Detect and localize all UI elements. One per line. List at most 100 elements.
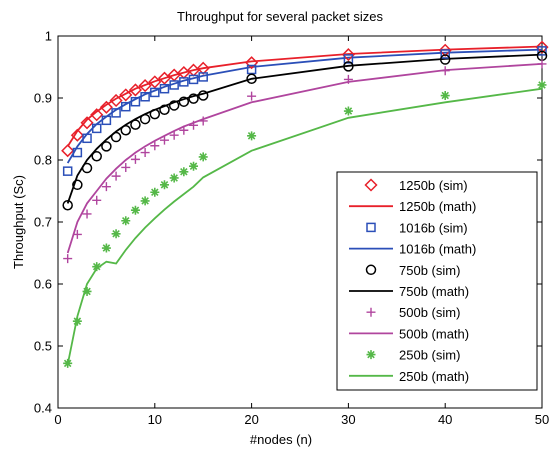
data-point: [63, 254, 73, 264]
data-point: [99, 100, 113, 114]
series-line: [66, 63, 543, 254]
legend-marker-swatch: [366, 307, 376, 317]
data-point: [169, 173, 179, 183]
data-point: [169, 80, 179, 90]
data-point: [150, 187, 160, 197]
data-point: [168, 100, 180, 111]
y-tick-label: 0.7: [34, 215, 52, 230]
data-point: [120, 124, 132, 136]
y-tick-label: 1: [45, 29, 52, 44]
x-tick-label: 10: [148, 412, 162, 427]
data-point: [179, 167, 189, 177]
data-point: [247, 131, 257, 141]
data-point: [188, 74, 199, 85]
legend-label: 500b (sim): [399, 305, 460, 320]
data-point: [343, 74, 353, 84]
data-point: [247, 91, 257, 101]
data-point: [157, 71, 172, 85]
data-point: [245, 56, 259, 70]
data-point: [121, 101, 131, 112]
legend-marker-swatch: [365, 264, 377, 276]
x-tick-label: 30: [341, 412, 355, 427]
data-point: [82, 133, 92, 144]
data-point: [90, 108, 104, 122]
data-point: [92, 262, 102, 272]
y-tick-label: 0.6: [34, 277, 52, 292]
data-point: [101, 141, 112, 152]
data-point: [61, 144, 75, 158]
data-point: [149, 108, 161, 120]
data-point: [139, 113, 151, 125]
data-point: [72, 179, 83, 191]
data-point: [537, 80, 547, 90]
data-point: [169, 130, 179, 140]
data-point: [343, 61, 354, 72]
data-point: [189, 120, 199, 130]
legend-label: 750b (sim): [399, 263, 460, 278]
data-point: [537, 59, 547, 69]
y-axis-label: Throughput (Sc): [11, 175, 26, 269]
legend-label: 1250b (sim): [399, 178, 468, 193]
data-point: [140, 148, 150, 158]
legend-marker-swatch: [364, 178, 378, 192]
data-point: [198, 72, 208, 82]
data-point: [537, 46, 547, 56]
data-point: [63, 358, 73, 368]
data-point: [179, 77, 189, 87]
data-point: [110, 131, 122, 143]
data-point: [72, 147, 83, 158]
data-point: [188, 93, 199, 104]
data-point: [92, 195, 102, 205]
data-point: [159, 83, 170, 94]
data-point: [198, 116, 208, 126]
legend-label: 500b (math): [399, 326, 469, 341]
data-point: [91, 123, 102, 134]
plot-area: 0 10 20 30 40 50 0.4 0.5 0.6 0.7 0.8 0.9 1: [34, 29, 549, 428]
data-point: [138, 79, 152, 93]
data-point: [150, 87, 160, 98]
data-point: [140, 92, 150, 102]
y-tick-label: 0.8: [34, 153, 52, 168]
data-point: [150, 141, 160, 151]
data-point: [440, 66, 450, 76]
data-point: [341, 48, 355, 62]
data-point: [91, 151, 102, 162]
data-point: [196, 61, 210, 75]
data-point: [101, 182, 111, 192]
legend-label: 750b (math): [399, 284, 469, 299]
legend-label: 1016b (math): [399, 242, 476, 257]
data-point: [121, 162, 131, 172]
data-point: [343, 106, 353, 116]
data-point: [197, 90, 209, 101]
data-point: [128, 83, 143, 97]
data-point: [148, 75, 162, 89]
y-tick-label: 0.4: [34, 401, 52, 416]
data-point: [62, 166, 73, 176]
legend-label: 250b (sim): [399, 348, 460, 363]
legend-marker-swatch: [366, 350, 376, 360]
data-point: [159, 180, 169, 190]
chart-title: Throughput for several packet sizes: [177, 9, 383, 24]
data-point: [111, 171, 121, 181]
data-point: [111, 229, 121, 239]
data-point: [72, 229, 82, 239]
data-point: [130, 119, 141, 130]
data-point: [189, 161, 199, 171]
data-point: [62, 200, 73, 211]
data-point: [246, 73, 257, 85]
legend-label: 1016b (sim): [399, 220, 468, 235]
data-point: [440, 91, 450, 101]
data-point: [535, 40, 549, 54]
data-point: [343, 54, 354, 64]
y-tick-label: 0.5: [34, 339, 52, 354]
x-tick-label: 50: [535, 412, 549, 427]
data-point: [179, 125, 189, 135]
series-line: [66, 45, 543, 147]
data-point: [82, 209, 92, 219]
data-point: [101, 115, 112, 126]
data-point: [72, 316, 82, 326]
data-point: [198, 152, 208, 162]
data-point: [130, 96, 141, 107]
data-point: [130, 205, 140, 215]
legend-label: 250b (math): [399, 369, 469, 384]
